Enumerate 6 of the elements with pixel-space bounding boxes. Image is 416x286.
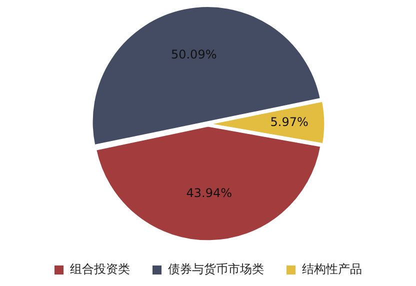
legend-label: 结构性产品	[302, 262, 362, 276]
legend-label: 债券与货币市场类	[168, 262, 264, 276]
data-label: 5.97%	[270, 115, 308, 130]
data-label: 50.09%	[170, 48, 217, 62]
legend-label: 组合投资类	[70, 262, 130, 276]
data-label: 43.94%	[186, 186, 232, 200]
